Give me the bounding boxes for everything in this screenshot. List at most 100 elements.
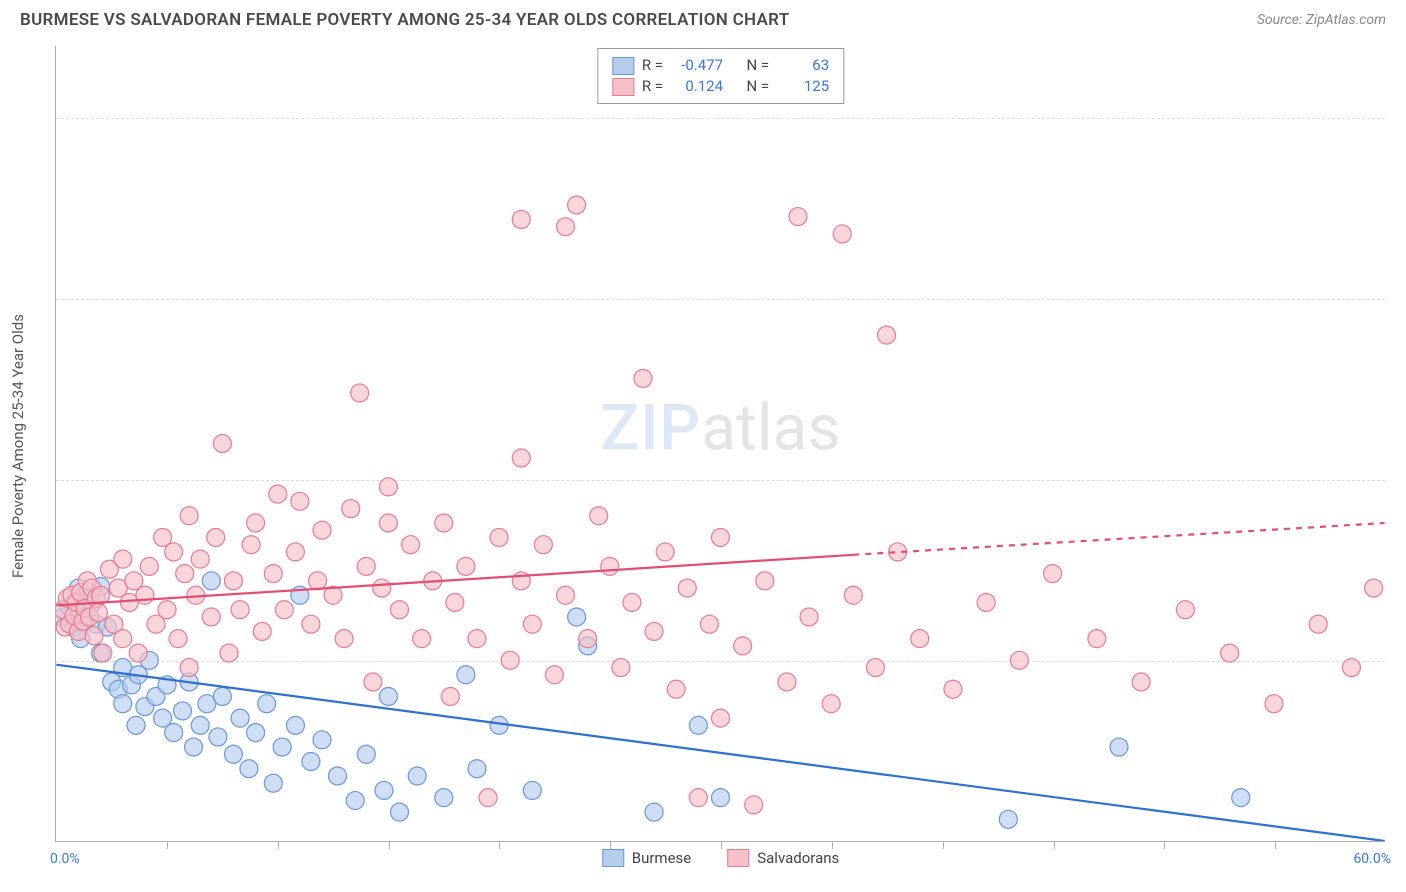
data-point <box>313 521 331 539</box>
series-legend-burmese: Burmese <box>602 849 692 867</box>
data-point <box>180 659 198 677</box>
data-point <box>1365 579 1383 597</box>
data-point <box>557 586 575 604</box>
legend-n-value-burmese: 63 <box>777 55 829 76</box>
data-point <box>390 803 408 821</box>
data-point <box>351 384 369 402</box>
data-point <box>689 789 707 807</box>
data-point <box>342 500 360 518</box>
data-point <box>402 536 420 554</box>
data-point <box>756 572 774 590</box>
data-point <box>275 601 293 619</box>
y-tick-label: 50.0% <box>1390 110 1406 126</box>
data-point <box>778 673 796 691</box>
legend-r-value-salvadorans: 0.124 <box>671 76 723 97</box>
data-point <box>209 728 227 746</box>
data-point <box>1265 695 1283 713</box>
data-point <box>457 666 475 684</box>
data-point <box>612 659 630 677</box>
data-point <box>224 745 242 763</box>
legend-r-label: R = <box>642 76 663 97</box>
data-point <box>689 716 707 734</box>
data-point <box>678 579 696 597</box>
data-point <box>911 630 929 648</box>
data-point <box>302 615 320 633</box>
data-point <box>85 627 103 645</box>
data-point <box>523 781 541 799</box>
plot-svg <box>56 46 1385 841</box>
data-point <box>390 601 408 619</box>
data-point <box>490 528 508 546</box>
data-point <box>800 608 818 626</box>
x-tick <box>610 841 611 849</box>
series-legend: Burmese Salvadorans <box>602 849 840 867</box>
data-point <box>329 767 347 785</box>
data-point <box>129 644 147 662</box>
legend-row-burmese: R = -0.477 N = 63 <box>612 55 829 76</box>
legend-n-value-salvadorans: 125 <box>777 76 829 97</box>
data-point <box>94 644 112 662</box>
data-point <box>213 435 231 453</box>
data-point <box>844 586 862 604</box>
x-tick <box>1275 841 1276 849</box>
data-point <box>468 760 486 778</box>
trendline <box>56 665 1384 841</box>
data-point <box>468 630 486 648</box>
data-point <box>202 572 220 590</box>
data-point <box>114 630 132 648</box>
data-point <box>1132 673 1150 691</box>
data-point <box>457 557 475 575</box>
data-point <box>379 478 397 496</box>
data-point <box>335 630 353 648</box>
data-point <box>878 326 896 344</box>
data-point <box>191 716 209 734</box>
data-point <box>1044 565 1062 583</box>
data-point <box>114 695 132 713</box>
data-point <box>247 514 265 532</box>
data-point <box>264 774 282 792</box>
data-point <box>512 210 530 228</box>
legend-row-salvadorans: R = 0.124 N = 125 <box>612 76 829 97</box>
data-point <box>534 536 552 554</box>
data-point <box>136 586 154 604</box>
data-point <box>114 550 132 568</box>
x-axis-max: 60.0% <box>1353 851 1391 867</box>
data-point <box>185 738 203 756</box>
data-point <box>944 680 962 698</box>
data-point <box>568 196 586 214</box>
trendline-dashed <box>853 523 1384 555</box>
data-point <box>379 514 397 532</box>
data-point <box>231 601 249 619</box>
data-point <box>408 767 426 785</box>
data-point <box>191 550 209 568</box>
series-name-burmese: Burmese <box>632 849 692 867</box>
data-point <box>89 604 107 622</box>
x-tick <box>389 841 390 849</box>
series-legend-salvadorans: Salvadorans <box>727 849 839 867</box>
x-tick <box>721 841 722 849</box>
correlation-legend: R = -0.477 N = 63 R = 0.124 N = 125 <box>597 48 844 104</box>
data-point <box>866 659 884 677</box>
data-point <box>568 608 586 626</box>
data-point <box>435 514 453 532</box>
legend-n-label: N = <box>747 76 770 97</box>
data-point <box>1110 738 1128 756</box>
data-point <box>140 557 158 575</box>
legend-r-value-burmese: -0.477 <box>671 55 723 76</box>
data-point <box>127 716 145 734</box>
legend-r-label: R = <box>642 55 663 76</box>
data-point <box>712 528 730 546</box>
data-point <box>373 579 391 597</box>
y-tick-label: 25.0% <box>1390 472 1406 488</box>
data-point <box>557 218 575 236</box>
data-point <box>165 543 183 561</box>
data-point <box>700 615 718 633</box>
y-axis-label: Female Poverty Among 25-34 Year Olds <box>9 314 27 578</box>
data-point <box>202 608 220 626</box>
data-point <box>224 572 242 590</box>
data-point <box>269 485 287 503</box>
x-tick <box>1164 841 1165 849</box>
data-point <box>313 731 331 749</box>
data-point <box>656 543 674 561</box>
data-point <box>977 594 995 612</box>
